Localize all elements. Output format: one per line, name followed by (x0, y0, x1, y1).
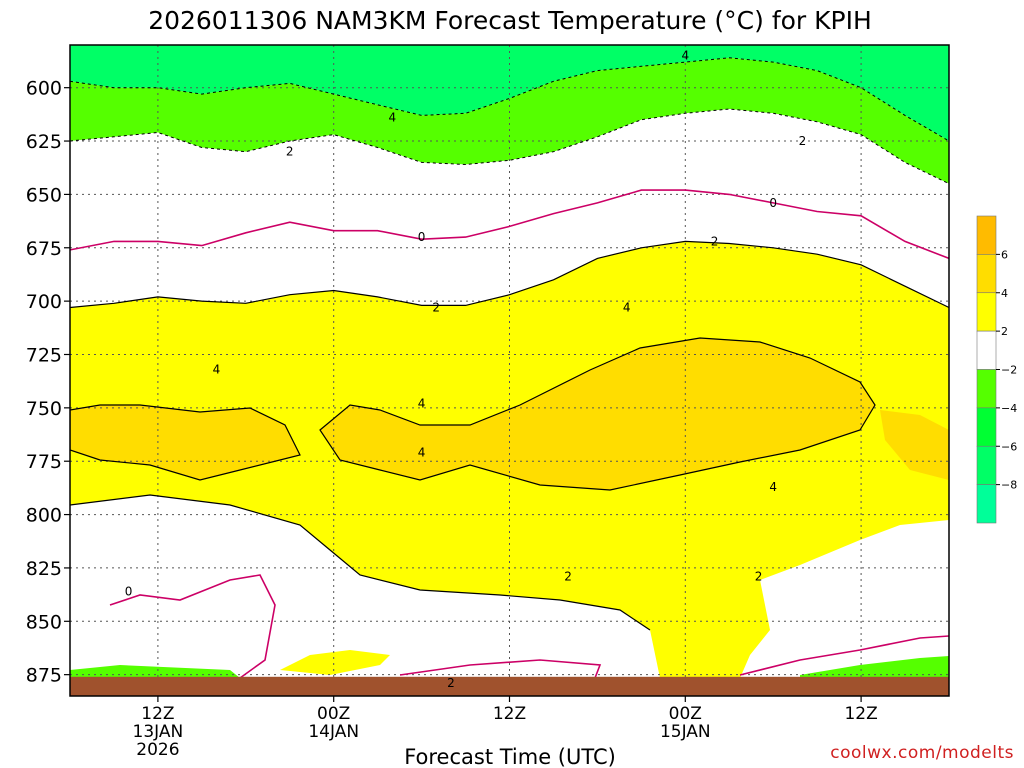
colorbar-swatch (976, 292, 997, 332)
contour-minus4 (70, 57, 949, 142)
x-axis-label: Forecast Time (UTC) (404, 745, 616, 768)
colorbar-tick-label: −6 (1001, 440, 1017, 453)
fill-low-yellow-blob (280, 650, 390, 675)
colorbar: 6 4 2 −2 −4 −6 −8 (976, 215, 1017, 524)
fill-warm-core-edge (880, 410, 949, 480)
contour-label: 2 (286, 145, 294, 159)
contour-label: 2 (564, 569, 572, 583)
colorbar-swatch (976, 484, 997, 524)
contour-zero-surface (399, 659, 602, 679)
fill-low-white (70, 495, 660, 678)
contour-plus2 (70, 240, 949, 309)
contour-label: 2 (447, 676, 455, 690)
fill-warm-core-west (70, 405, 300, 480)
contour-lines (70, 57, 949, 679)
y-tick-label: 850 (26, 611, 62, 633)
fill-low-white-east (740, 520, 949, 678)
y-tick-label: 625 (26, 131, 62, 153)
y-tick-label: 700 (26, 291, 62, 313)
colorbar-tick-label: −2 (1001, 364, 1017, 377)
contour-label: 2 (432, 301, 440, 315)
y-tick-label: 725 (26, 344, 62, 366)
x-tick-label: 00Z (669, 704, 702, 724)
colorbar-tick-label: 4 (1001, 287, 1008, 300)
contour-label: 4 (681, 49, 689, 63)
contour-label: 0 (125, 584, 133, 598)
contour-label: 2 (755, 569, 763, 583)
colorbar-swatch (976, 445, 997, 485)
x-tick-label: 12Z (493, 704, 526, 724)
y-tick-label: 675 (26, 238, 62, 260)
y-tick-label: 875 (26, 665, 62, 687)
fill-surface-green-east (800, 656, 949, 678)
chart-title: 2026011306 NAM3KM Forecast Temperature (… (148, 6, 872, 35)
contour-plus2-low (70, 494, 651, 631)
contour-label: 4 (213, 362, 221, 376)
contour-label: 4 (418, 397, 426, 411)
y-tick-label: 750 (26, 398, 62, 420)
x-tick-label: 12Z (844, 704, 877, 724)
contour-label: 4 (418, 446, 426, 460)
ground-surface (70, 676, 949, 696)
contour-label: 2 (799, 134, 807, 148)
contour-label: 4 (388, 111, 396, 125)
grid-lines (70, 45, 949, 696)
colorbar-tick-label: −4 (1001, 402, 1017, 415)
colorbar-swatch (976, 407, 997, 447)
contour-zero-low (109, 574, 276, 679)
y-tick-label: 825 (26, 558, 62, 580)
contour-plus4-east (319, 337, 876, 491)
colorbar-swatch (976, 215, 997, 255)
fill-warm-core-east (320, 338, 875, 490)
y-tick-label: 650 (26, 184, 62, 206)
y-tick-label: 800 (26, 505, 62, 527)
contour-label: 0 (418, 230, 426, 244)
contour-plus4-west (70, 404, 301, 481)
contour-label: 4 (623, 301, 631, 315)
colorbar-swatch (976, 254, 997, 294)
fill-minus4-to-minus2 (70, 57, 949, 184)
contour-label: 2 (711, 234, 719, 248)
x-tick-label: 00Z (317, 704, 350, 724)
ground-layer (70, 676, 949, 696)
colorbar-tick-label: −8 (1001, 479, 1017, 492)
x-tick-date: 13JAN (133, 722, 184, 742)
contour-label: 0 (769, 196, 777, 210)
x-tick-date: 14JAN (308, 722, 359, 742)
y-tick-label: 600 (26, 78, 62, 100)
x-tick-year: 2026 (136, 740, 179, 760)
x-tick-label: 12Z (141, 704, 174, 724)
colorbar-swatch (976, 330, 997, 370)
colorbar-tick-label: 6 (1001, 248, 1008, 261)
contour-zero-east (739, 635, 949, 676)
contour-label: 4 (769, 480, 777, 494)
y-axis: 600 625 650 675 700 725 750 775 800 825 850 875 (26, 78, 70, 687)
y-tick-label: 775 (26, 451, 62, 473)
x-tick-date: 15JAN (660, 722, 711, 742)
colorbar-tick-label: 2 (1001, 325, 1008, 338)
credit-text: coolwx.com/modelts (830, 743, 1014, 763)
filled-contours (70, 45, 949, 696)
contour-zero (70, 189, 949, 260)
plot-area: 4 4 2 2 0 0 2 2 4 4 4 4 4 2 2 0 2 (70, 45, 949, 696)
colorbar-swatch (976, 369, 997, 409)
contour-labels: 4 4 2 2 0 0 2 2 4 4 4 4 4 2 2 0 2 (125, 49, 807, 691)
